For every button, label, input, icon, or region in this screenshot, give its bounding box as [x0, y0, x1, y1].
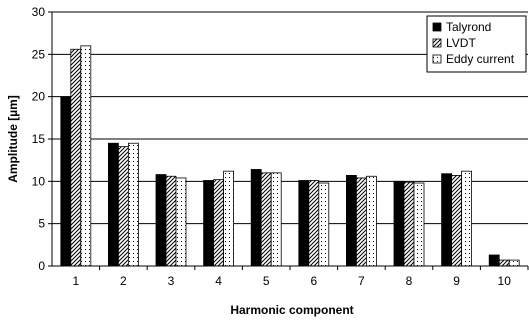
bar-eddy-current-8: [413, 182, 425, 267]
bar-lvdt-6: [308, 180, 320, 267]
x-tick-label: 3: [168, 274, 175, 288]
bar-lvdt-8: [403, 181, 415, 267]
x-tick-label: 5: [263, 274, 270, 288]
bar-eddy-current-5: [270, 172, 282, 267]
y-tick-label: 20: [32, 90, 46, 104]
legend: Talyrond LVDT Eddy current: [426, 15, 527, 73]
bar-talyrond-7: [345, 175, 357, 267]
x-axis-title: Harmonic component: [230, 303, 353, 317]
bar-talyrond-9: [441, 173, 453, 267]
x-tick-labels: 1 2 3 4 5 6 7 8 9 10: [72, 274, 511, 288]
y-tick-labels: 0 5 10 15 20 25 30: [32, 5, 46, 273]
bar-talyrond-6: [298, 180, 310, 267]
bar-eddy-current-4: [223, 170, 235, 267]
y-tick-label: 0: [38, 259, 45, 273]
bar-lvdt-4: [213, 179, 225, 267]
x-tick-label: 1: [72, 274, 79, 288]
x-tick-label: 10: [498, 274, 512, 288]
x-tick-label: 9: [453, 274, 460, 288]
legend-label: Talyrond: [446, 20, 491, 34]
legend-swatch: [432, 54, 442, 64]
y-axis-title: Amplitude [µm]: [6, 95, 20, 183]
legend-box: [426, 15, 527, 73]
bar-lvdt-3: [165, 175, 177, 267]
bar-lvdt-10: [498, 259, 510, 267]
x-tick-label: 7: [358, 274, 365, 288]
legend-swatch: [432, 22, 442, 32]
bar-eddy-current-10: [508, 259, 520, 267]
bar-eddy-current-3: [175, 177, 187, 267]
bar-eddy-current-1: [80, 45, 92, 267]
axes: [48, 11, 529, 270]
y-tick-label: 5: [38, 217, 45, 231]
x-tick-label: 8: [406, 274, 413, 288]
bar-eddy-current-2: [127, 142, 139, 267]
bar-talyrond-4: [203, 180, 215, 267]
legend-label: Eddy current: [446, 52, 515, 66]
bar-lvdt-5: [260, 172, 272, 267]
bar-lvdt-2: [118, 146, 129, 267]
bar-eddy-current-7: [365, 175, 377, 267]
x-tick-label: 4: [215, 274, 222, 288]
bar-lvdt-1: [70, 48, 82, 267]
bar-eddy-current-6: [318, 182, 330, 267]
y-tick-label: 15: [32, 132, 46, 146]
y-tick-label: 30: [32, 5, 46, 19]
legend-swatch: [432, 38, 442, 48]
bar-lvdt-7: [355, 177, 367, 267]
bar-talyrond-5: [250, 169, 262, 267]
x-tick-label: 2: [120, 274, 127, 288]
bar-talyrond-8: [393, 180, 405, 267]
x-tick-label: 6: [310, 274, 317, 288]
y-tick-label: 10: [32, 174, 46, 188]
bar-talyrond-2: [108, 142, 119, 267]
bar-eddy-current-9: [461, 170, 473, 267]
bar-talyrond-1: [60, 96, 72, 267]
bar-talyrond-3: [155, 174, 167, 267]
bar-talyrond-10: [488, 254, 500, 267]
y-tick-label: 25: [32, 47, 46, 61]
bar-lvdt-9: [451, 175, 463, 267]
legend-label: LVDT: [446, 36, 476, 50]
bars: [60, 45, 520, 267]
